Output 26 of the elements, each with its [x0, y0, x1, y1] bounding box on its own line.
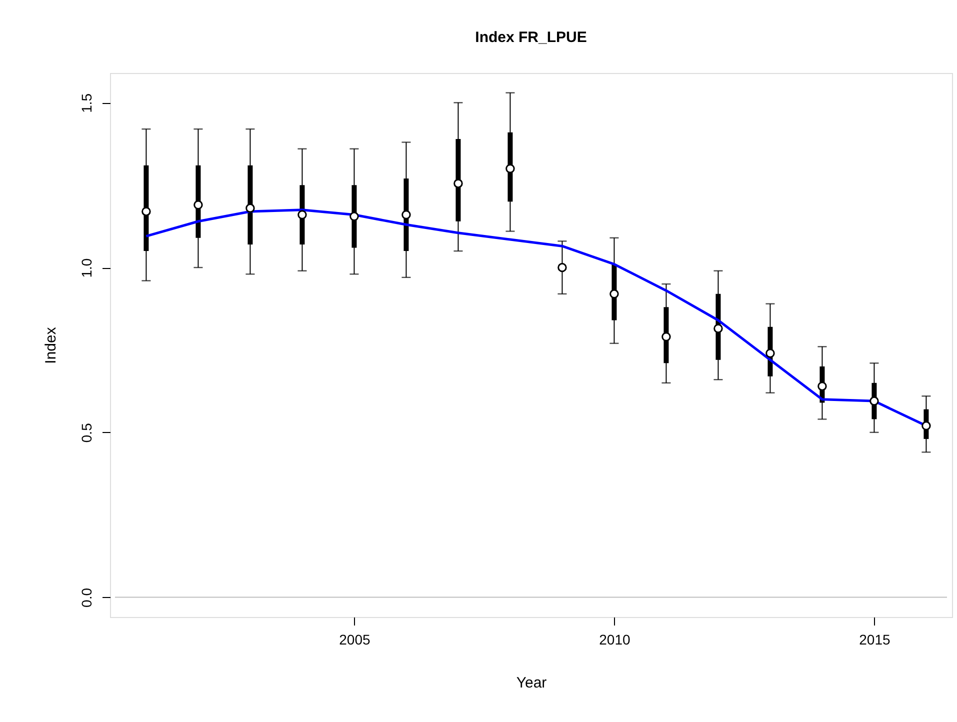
y-tick-label: 1.0 [78, 258, 94, 278]
point [402, 210, 411, 220]
point [454, 178, 463, 188]
y-tick-label: 1.5 [78, 93, 94, 113]
x-axis-title: Year [516, 674, 547, 692]
y-axis-title: Index [42, 326, 60, 364]
point [870, 396, 879, 406]
point [922, 421, 931, 430]
y-tick-label: 0.0 [78, 588, 94, 608]
point [662, 332, 671, 342]
point [298, 210, 307, 220]
point [714, 324, 723, 334]
point [818, 382, 827, 391]
point [142, 206, 151, 216]
point [766, 348, 775, 358]
point [558, 262, 567, 272]
x-tick-label: 2015 [859, 632, 890, 648]
chart-title: Index FR_LPUE [475, 29, 587, 46]
y-tick-label: 0.5 [78, 422, 94, 443]
point [194, 200, 203, 210]
x-tick-label: 2005 [339, 632, 370, 648]
point [350, 212, 359, 222]
point [506, 164, 515, 174]
point [610, 289, 619, 299]
point [246, 204, 255, 213]
x-tick-label: 2010 [599, 632, 630, 648]
